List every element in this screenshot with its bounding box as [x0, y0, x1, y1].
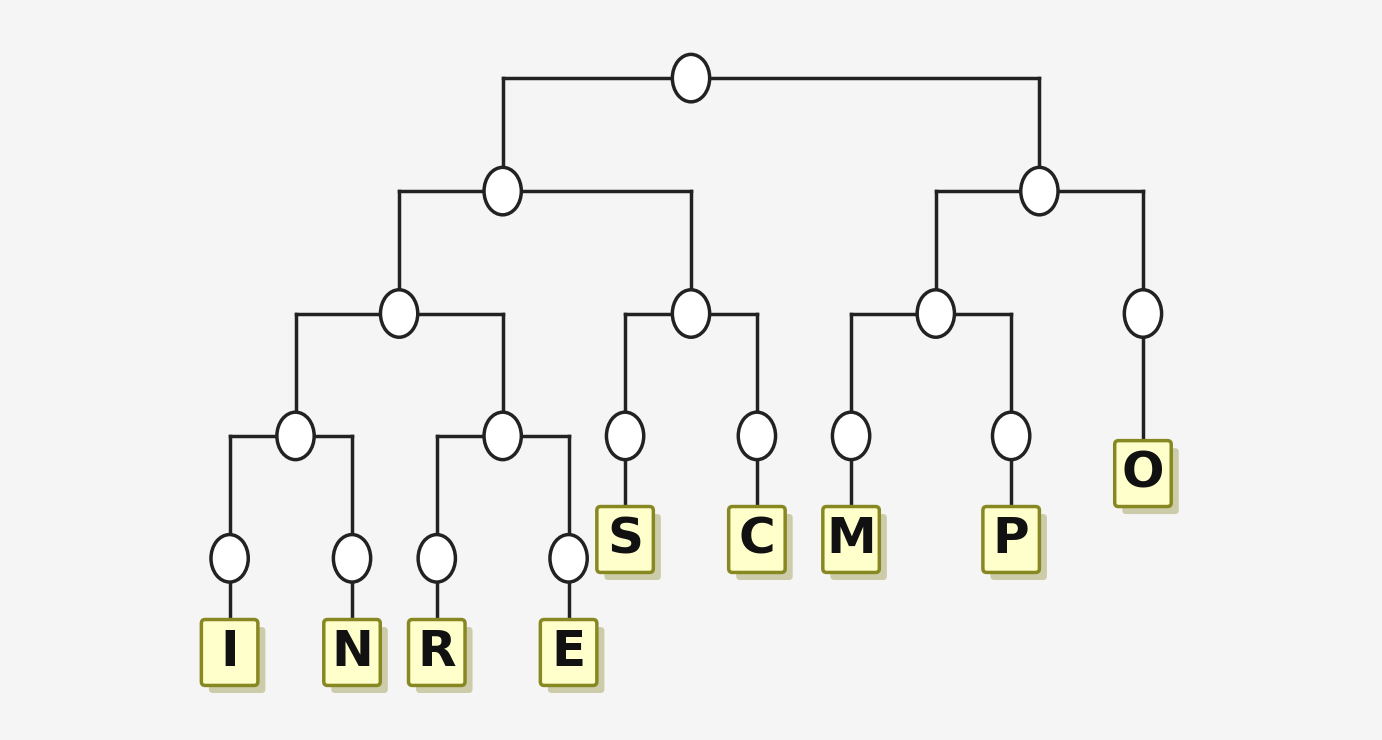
FancyBboxPatch shape	[604, 514, 661, 580]
Ellipse shape	[419, 534, 456, 582]
Ellipse shape	[276, 412, 314, 460]
Ellipse shape	[918, 290, 955, 337]
Text: M: M	[826, 516, 876, 563]
Ellipse shape	[380, 290, 417, 337]
Ellipse shape	[550, 534, 587, 582]
Ellipse shape	[484, 412, 521, 460]
Ellipse shape	[484, 167, 521, 215]
FancyBboxPatch shape	[822, 507, 879, 573]
Text: S: S	[607, 516, 643, 563]
FancyBboxPatch shape	[1122, 448, 1179, 514]
FancyBboxPatch shape	[737, 514, 793, 580]
FancyBboxPatch shape	[597, 507, 654, 573]
Ellipse shape	[738, 412, 775, 460]
Text: C: C	[738, 516, 775, 563]
FancyBboxPatch shape	[1115, 440, 1171, 507]
FancyBboxPatch shape	[409, 619, 464, 685]
Ellipse shape	[992, 412, 1030, 460]
FancyBboxPatch shape	[983, 507, 1039, 573]
Text: O: O	[1122, 450, 1164, 497]
FancyBboxPatch shape	[332, 627, 388, 693]
FancyBboxPatch shape	[728, 507, 785, 573]
Ellipse shape	[211, 534, 249, 582]
Ellipse shape	[673, 290, 709, 337]
Ellipse shape	[673, 54, 709, 102]
Ellipse shape	[1021, 167, 1059, 215]
Text: N: N	[332, 628, 373, 676]
Ellipse shape	[333, 534, 370, 582]
Text: P: P	[992, 516, 1030, 563]
FancyBboxPatch shape	[209, 627, 265, 693]
FancyBboxPatch shape	[991, 514, 1048, 580]
FancyBboxPatch shape	[831, 514, 887, 580]
Ellipse shape	[1125, 290, 1162, 337]
Text: R: R	[417, 628, 456, 676]
Ellipse shape	[607, 412, 644, 460]
Text: E: E	[551, 628, 586, 676]
FancyBboxPatch shape	[547, 627, 604, 693]
Text: I: I	[220, 628, 239, 676]
FancyBboxPatch shape	[323, 619, 380, 685]
FancyBboxPatch shape	[202, 619, 258, 685]
FancyBboxPatch shape	[416, 627, 473, 693]
FancyBboxPatch shape	[540, 619, 597, 685]
Ellipse shape	[832, 412, 869, 460]
